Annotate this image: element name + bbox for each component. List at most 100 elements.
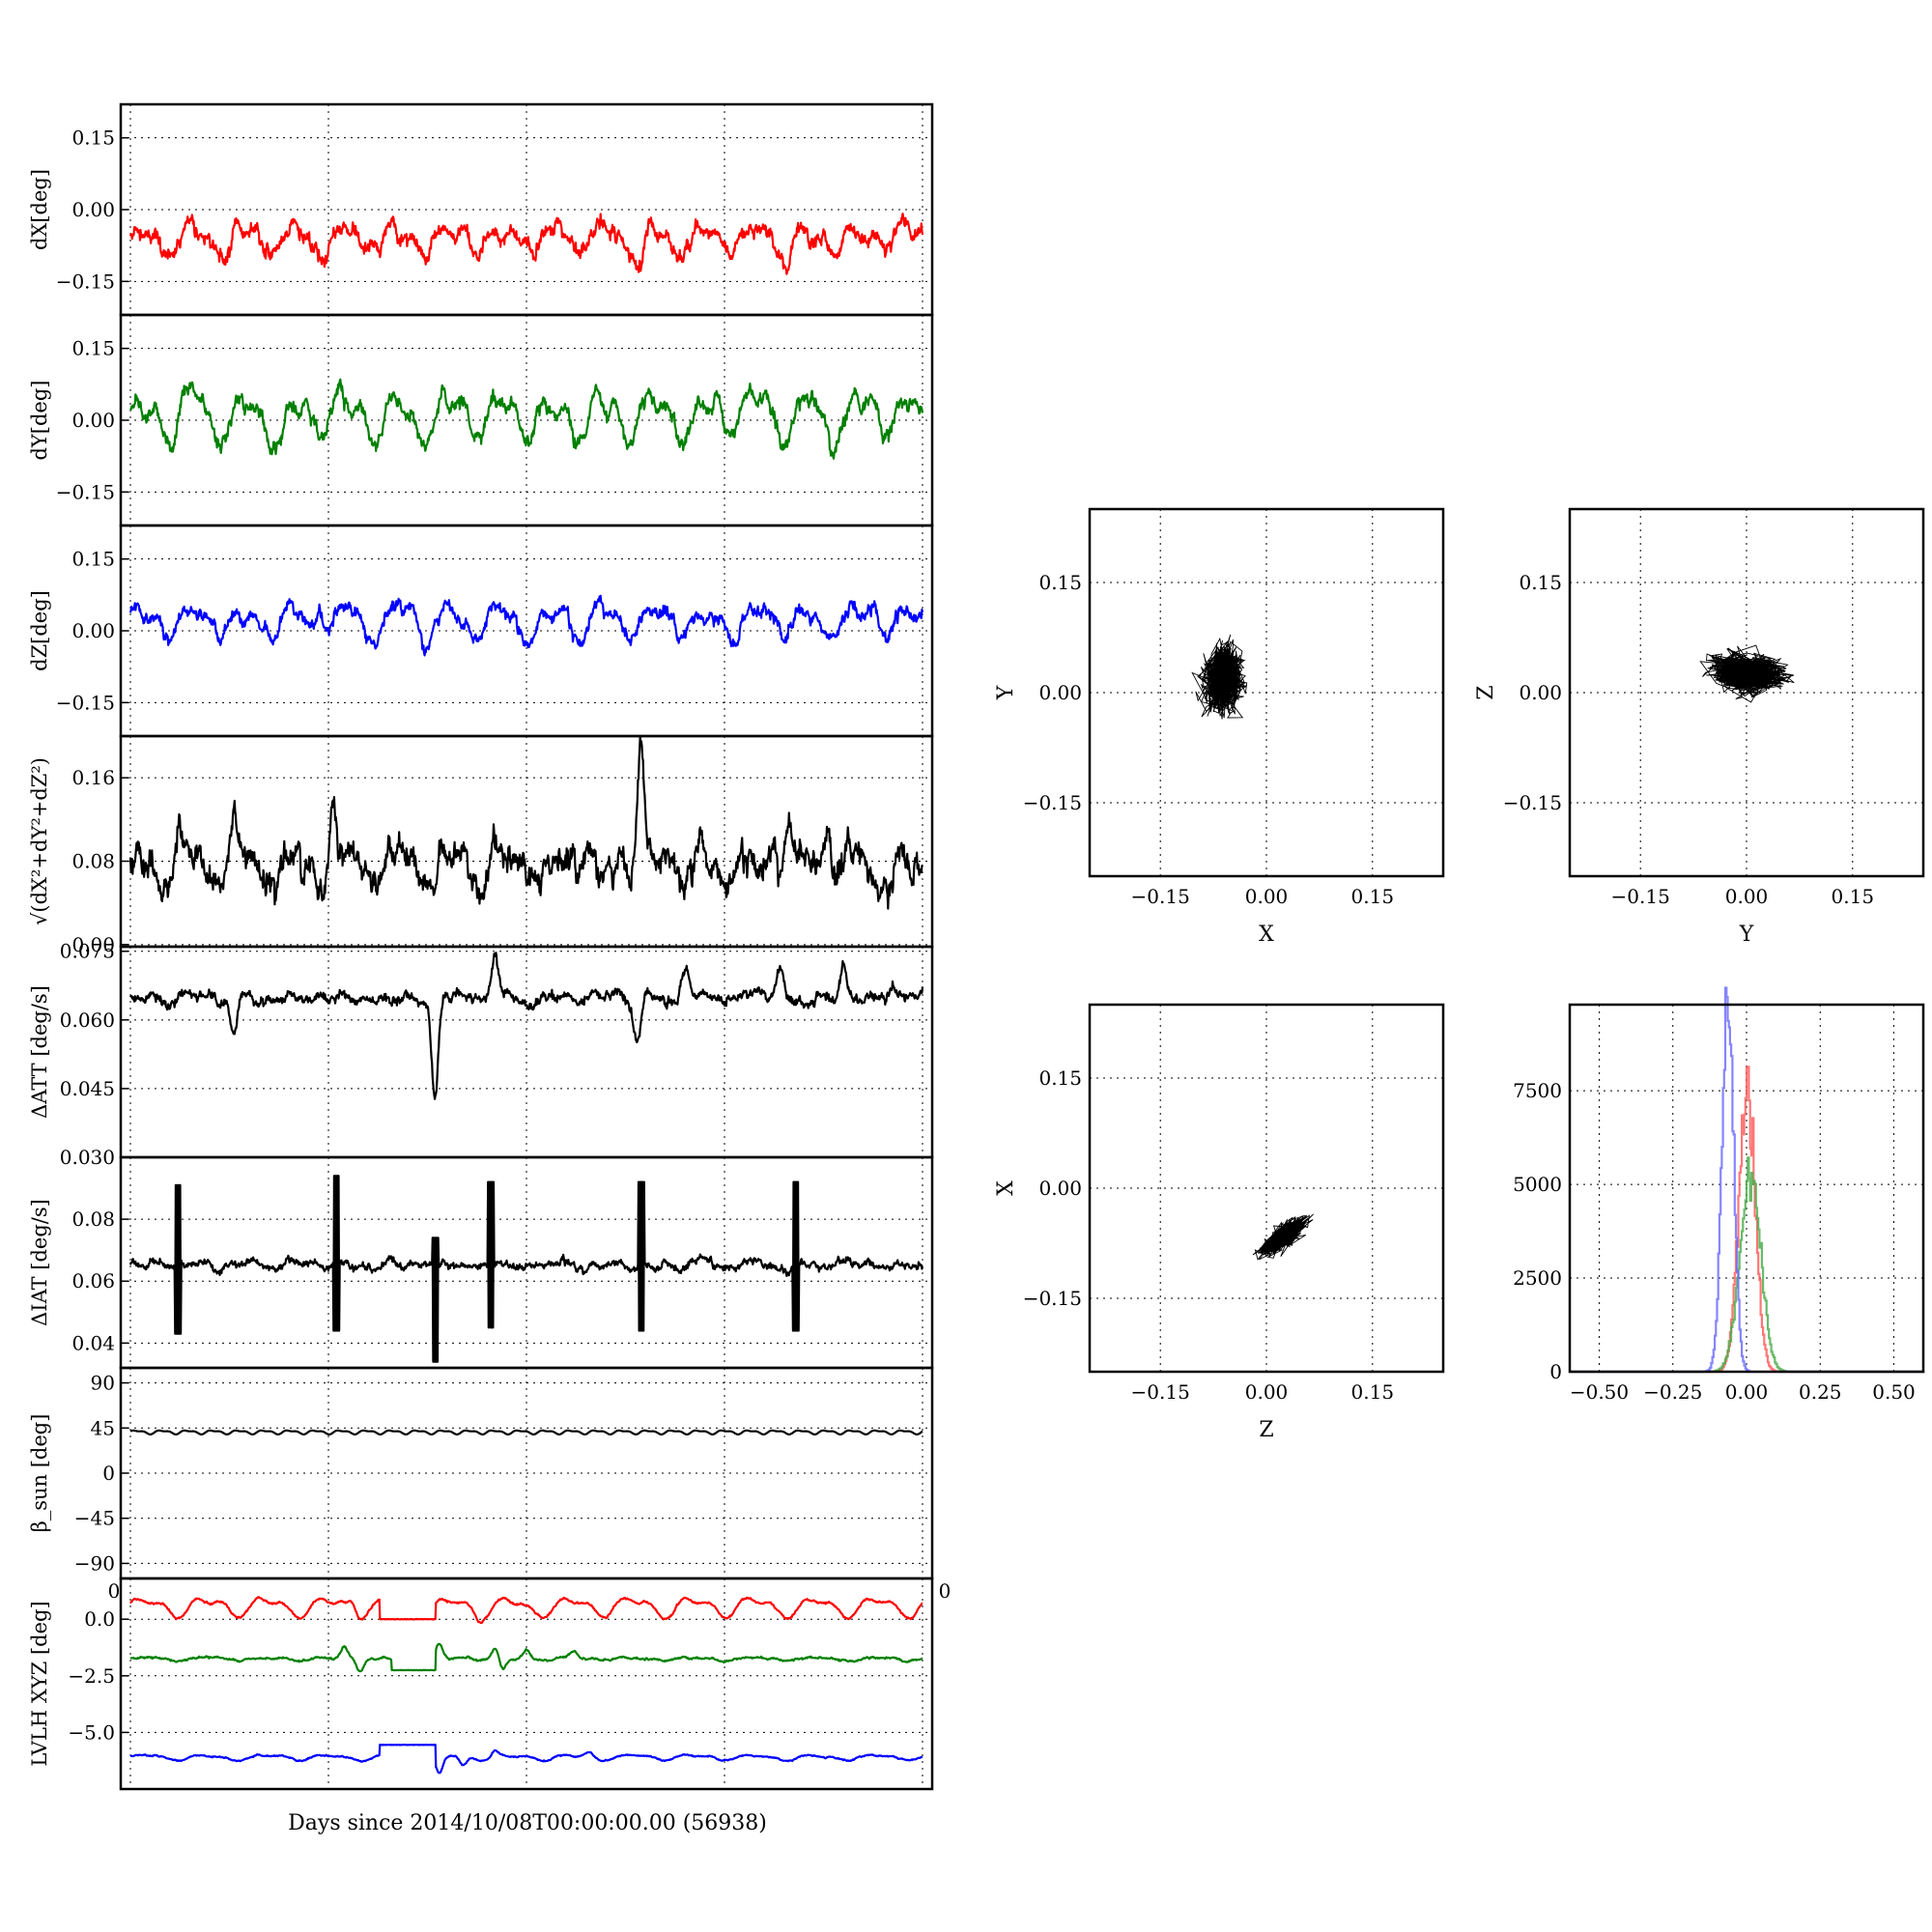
panel-lvlh: −5.0 −2.5 0.0 LVLH XYZ [deg]: [28, 1577, 934, 1791]
y-tick-label: 0: [1549, 1360, 1562, 1383]
x-tick-label: 0.15: [1351, 885, 1395, 908]
panel-dIAT: 0.04 0.06 0.08 ΔIAT [deg/s]: [28, 1155, 934, 1370]
panel-dY: −0.15 0.00 0.15 dY[deg]: [28, 313, 934, 527]
y-tick-label: −90: [74, 1551, 115, 1575]
y-tick-label: 0.15: [71, 548, 115, 571]
y-tick-label: 0.08: [71, 850, 115, 873]
x-tick-label: 0.25: [1799, 1380, 1842, 1404]
y-tick-label: 0.00: [1519, 681, 1562, 704]
x-tick-label: 0.00: [1725, 1380, 1769, 1404]
panel-hist: −0.50 −0.25 0.00 0.25 0.50 0 2500 5000 7500: [1513, 986, 1925, 1404]
y-axis-label: ΔIAT [deg/s]: [28, 1199, 51, 1326]
y-tick-label: −2.5: [68, 1664, 115, 1688]
y-tick-label: 0.15: [71, 127, 115, 150]
y-tick-label: 0.04: [71, 1331, 115, 1354]
series-line-lvlh-1: [129, 1642, 923, 1673]
shared-x-label: Days since 2014/10/08T00:00:00.00 (56938…: [288, 1811, 767, 1835]
series-line-mag-0: [128, 734, 923, 910]
y-axis-label: X: [994, 1180, 1018, 1196]
x-tick-label: 0.15: [1832, 885, 1875, 908]
y-tick-label: 0.15: [1038, 571, 1082, 594]
y-tick-label: 7500: [1513, 1079, 1562, 1102]
x-tick-label: −0.15: [1131, 885, 1190, 908]
panel-lvlh-frame: [119, 1577, 934, 1791]
series-line-dIAT-0: [128, 1175, 924, 1363]
y-tick-label: 0.060: [60, 1009, 115, 1032]
y-tick-label: 0.00: [71, 619, 115, 642]
series-line-beta-0: [129, 1429, 923, 1435]
panel-scatterZX: −0.15 −0.15 0.00 0.00 0.15 0.15 Z X: [994, 1003, 1445, 1442]
y-tick-label: 0.00: [71, 933, 115, 956]
panel-scatterXY-frame: [1088, 507, 1445, 878]
x-tick-label: −0.25: [1643, 1380, 1702, 1404]
panel-scatterZX-frame: [1088, 1003, 1445, 1374]
y-tick-label: 5000: [1513, 1173, 1562, 1196]
y-axis-label: LVLH XYZ [deg]: [28, 1601, 51, 1766]
y-tick-label: 0.15: [1038, 1066, 1082, 1090]
series-line-dATT-0: [129, 952, 924, 1100]
hist-line-dX: [1570, 1065, 1925, 1374]
x-tick-label: 0.00: [1245, 885, 1289, 908]
x-tick-label: −0.15: [1611, 885, 1670, 908]
y-axis-label: dY[deg]: [28, 380, 51, 460]
y-tick-label: 0.00: [1038, 681, 1082, 704]
y-tick-label: 90: [91, 1372, 115, 1395]
x-tick-label: −0.50: [1570, 1380, 1629, 1404]
y-tick-label: −0.15: [56, 691, 115, 714]
series-line-lvlh-2: [129, 1743, 923, 1775]
y-tick-label: −45: [74, 1507, 115, 1530]
y-tick-label: 0.00: [71, 198, 115, 221]
y-tick-label: 0.0: [84, 1607, 115, 1631]
panel-dX: −0.15 0.00 0.15 dX[deg]: [28, 102, 934, 317]
y-tick-label: −0.15: [1023, 1287, 1082, 1310]
hist-line-dY: [1570, 1156, 1925, 1374]
panel-scatterYZ: −0.15 −0.15 0.00 0.00 0.15 0.15 Y Z: [1474, 507, 1925, 947]
y-tick-label: 0.06: [71, 1269, 115, 1293]
panel-dZ: −0.15 0.00 0.15 dZ[deg]: [28, 524, 934, 738]
x-tick-label: −0.15: [1131, 1380, 1190, 1404]
stray-tick-left: 0: [108, 1579, 121, 1603]
y-tick-label: 0.075: [60, 940, 115, 963]
y-tick-label: 0.15: [71, 337, 115, 360]
y-axis-label: dX[deg]: [28, 169, 51, 250]
x-axis-label: X: [1259, 923, 1274, 947]
y-tick-label: 0.16: [71, 766, 115, 789]
x-tick-label: 0.00: [1725, 885, 1769, 908]
scatter-trace-scatterYZ: [1699, 644, 1795, 703]
scatter-trace-scatterZX: [1252, 1213, 1314, 1261]
panel-scatterYZ-frame: [1568, 507, 1925, 878]
panel-mag: 0.00 0.08 0.16 √(dX²+dY²+dZ²): [28, 734, 934, 956]
y-axis-label: Z: [1474, 685, 1498, 699]
y-axis-label: √(dX²+dY²+dZ²): [28, 757, 51, 925]
y-tick-label: −0.15: [1503, 791, 1562, 814]
y-tick-label: 0.15: [1519, 571, 1562, 594]
y-axis-label: Y: [994, 685, 1018, 700]
y-tick-label: −0.15: [1023, 791, 1082, 814]
x-tick-label: 0.50: [1872, 1380, 1916, 1404]
x-tick-label: 0.00: [1245, 1380, 1289, 1404]
y-axis-label: ΔATT [deg/s]: [28, 985, 51, 1119]
y-tick-label: 0.045: [60, 1077, 115, 1100]
y-axis-label: β_sun [deg]: [28, 1414, 51, 1533]
y-axis-label: dZ[deg]: [28, 590, 51, 671]
scatter-trace-scatterXY: [1191, 634, 1248, 720]
y-tick-label: 0.08: [71, 1208, 115, 1231]
panel-dATT: 0.030 0.045 0.060 0.075 ΔATT [deg/s]: [28, 940, 934, 1169]
y-tick-label: 0.030: [60, 1146, 115, 1169]
x-axis-label: Y: [1739, 923, 1754, 947]
panel-scatterXY: −0.15 −0.15 0.00 0.00 0.15 0.15 X Y: [994, 507, 1445, 947]
y-tick-label: −5.0: [68, 1720, 115, 1744]
y-tick-label: 2500: [1513, 1266, 1562, 1290]
y-tick-label: 0.00: [71, 409, 115, 432]
y-tick-label: 45: [91, 1416, 115, 1439]
stray-tick-right: 0: [939, 1579, 952, 1603]
panel-beta: −90 −45 0 45 90 β_sun [deg]: [28, 1366, 934, 1580]
panel-mag-frame: [119, 734, 934, 949]
x-tick-label: 0.15: [1351, 1380, 1395, 1404]
y-tick-label: 0.00: [1038, 1177, 1082, 1200]
series-line-dY-0: [129, 378, 924, 460]
y-tick-label: 0: [102, 1462, 115, 1485]
series-line-dZ-0: [128, 594, 924, 657]
series-line-dX-0: [128, 213, 924, 275]
